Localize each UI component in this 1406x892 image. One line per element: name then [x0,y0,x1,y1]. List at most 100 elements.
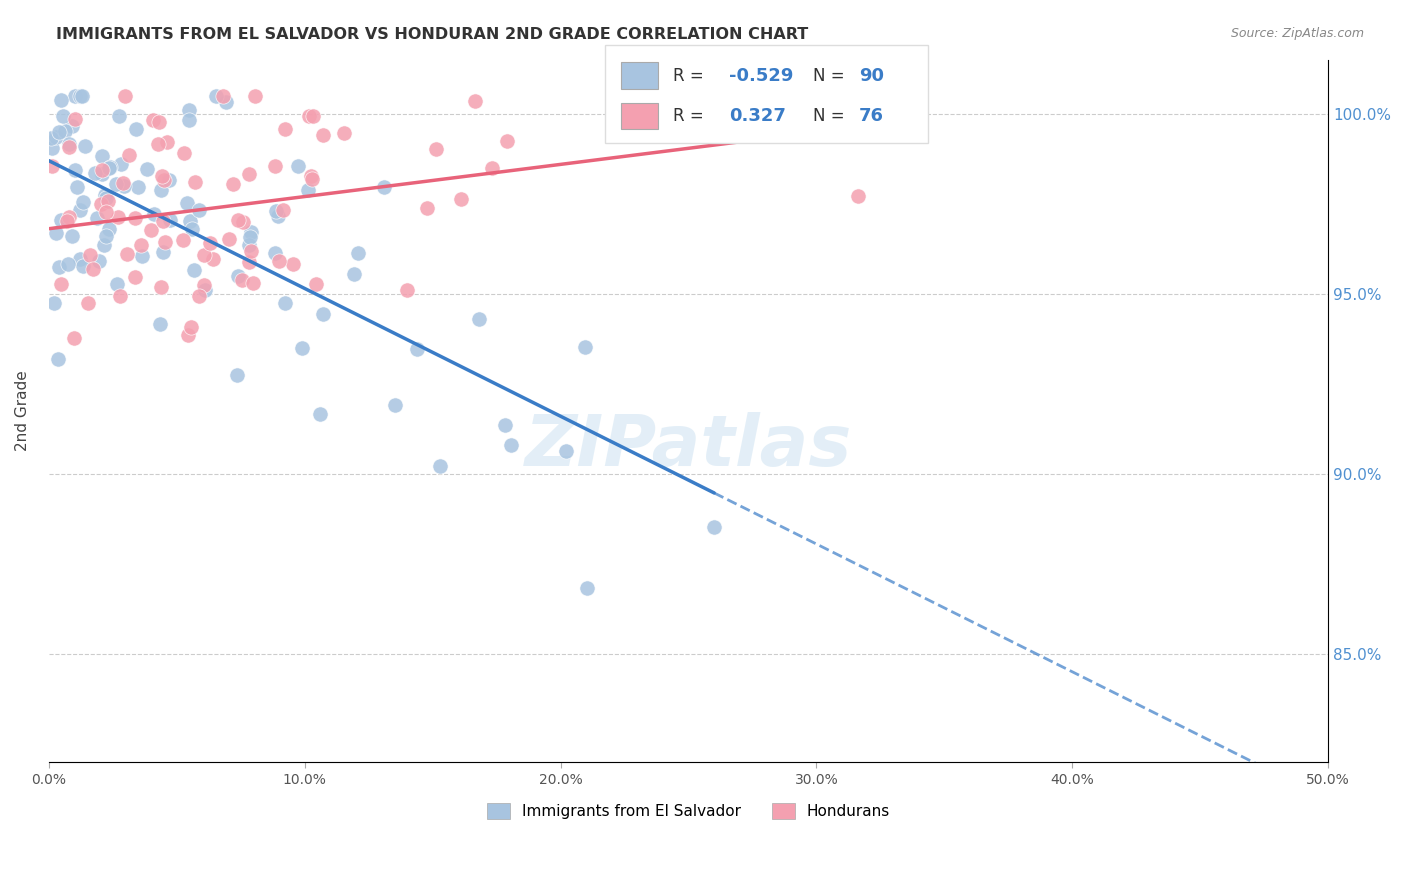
Point [97,194,120,208]
Point [72,259,94,273]
Point [42,296,65,310]
Point [82,261,104,276]
Point [135,161,157,176]
Point [297,183,319,197]
Point [179,214,201,228]
Point [555,444,578,458]
Point [150,280,173,294]
Point [66,179,89,194]
Point [384,397,406,411]
Point [215,95,238,110]
Point [70,88,93,103]
Point [51,277,73,292]
Point [45,226,67,240]
Point [90,149,112,163]
Point [129,238,152,252]
Point [238,237,260,252]
Point [49,93,72,107]
Point [264,203,287,218]
Point [226,213,249,227]
Text: N =: N = [813,67,849,85]
Point [406,342,429,356]
Point [267,209,290,223]
Point [63,331,86,345]
Point [90,197,112,211]
Point [48,260,70,275]
Point [93,237,115,252]
Point [69,202,91,217]
Point [450,192,472,206]
Text: ZIPatlas: ZIPatlas [524,412,852,481]
Point [274,295,297,310]
Point [149,317,172,331]
Point [124,122,146,136]
Point [55,214,77,228]
Point [180,320,202,334]
Point [58,140,80,154]
Point [52,109,75,123]
FancyBboxPatch shape [621,62,658,89]
Point [98,161,121,175]
Point [89,254,111,268]
Point [238,168,260,182]
Point [218,232,240,246]
Point [226,268,249,283]
Point [425,142,447,156]
Point [94,191,117,205]
Point [231,273,253,287]
Point [243,88,266,103]
Point [148,115,170,129]
Point [464,94,486,108]
Point [287,159,309,173]
Point [211,88,233,103]
Point [187,202,209,217]
Point [157,173,180,187]
Point [127,180,149,194]
Text: Source: ZipAtlas.com: Source: ZipAtlas.com [1230,27,1364,40]
Point [226,368,249,383]
Point [274,121,297,136]
Point [239,244,262,258]
Point [312,307,335,321]
Point [46,351,69,366]
Point [905,88,928,103]
Point [107,109,129,123]
Point [159,213,181,227]
Point [148,137,170,152]
Point [305,277,328,292]
Point [187,288,209,302]
Point [628,96,651,111]
Point [49,212,72,227]
Point [152,214,174,228]
Point [333,126,356,140]
Point [63,163,86,178]
Point [173,145,195,160]
Point [98,221,121,235]
Point [60,229,83,244]
Point [299,169,322,183]
Point [41,160,63,174]
Point [115,247,138,261]
Text: 0.327: 0.327 [730,107,786,125]
Point [94,205,117,219]
Point [152,244,174,259]
Point [343,267,366,281]
Text: 90: 90 [859,67,884,85]
Point [193,277,215,292]
Text: R =: R = [673,67,710,85]
Point [499,438,522,452]
Point [373,179,395,194]
Point [83,166,105,180]
Point [90,167,112,181]
Legend: Immigrants from El Salvador, Hondurans: Immigrants from El Salvador, Hondurans [481,797,896,825]
Point [150,183,173,197]
Point [56,258,79,272]
Point [177,103,200,117]
Point [72,194,94,209]
Point [312,128,335,142]
Point [238,254,260,268]
Point [308,407,330,421]
Point [346,245,368,260]
Point [177,328,200,343]
Point [75,138,97,153]
